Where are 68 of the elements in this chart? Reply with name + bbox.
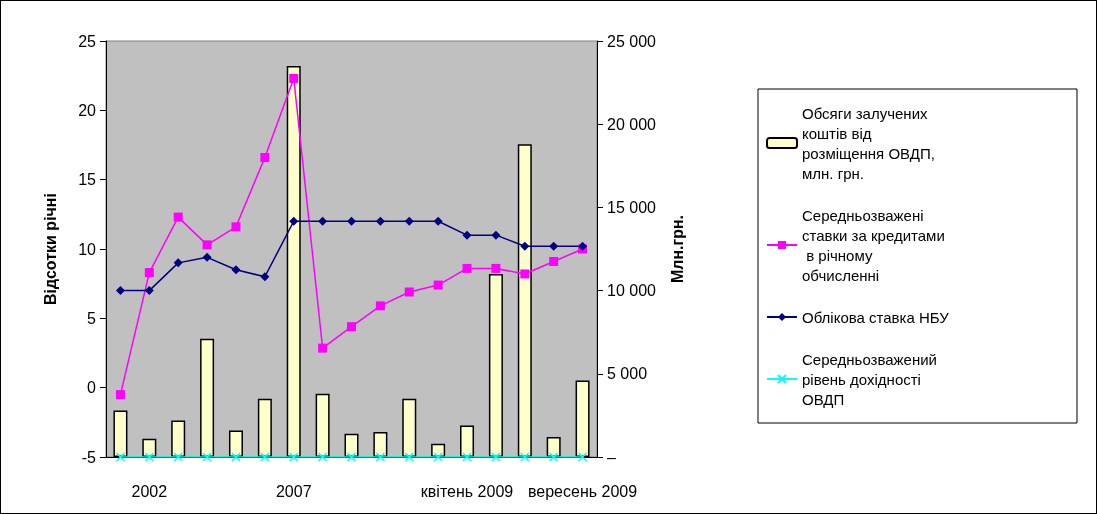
y-tick-label: 5 — [87, 309, 97, 327]
point — [491, 263, 501, 273]
y2-axis-title: Млн.грн. — [668, 214, 686, 284]
point — [202, 252, 212, 262]
point — [318, 216, 328, 226]
y2-tick-label: 5 000 — [607, 365, 648, 383]
legend-label: Середньозважені ставки за кредитами в річному обчисленні — [802, 206, 945, 284]
point — [318, 343, 328, 353]
y-tick-label: 0 — [87, 379, 97, 397]
point — [462, 263, 472, 273]
legend-label: Облікова ставка НБУ — [802, 308, 950, 326]
legend-label: Середньозважений рівень дохідності ОВДП — [802, 350, 942, 408]
point — [202, 240, 212, 250]
y-tick-label: 15 — [78, 171, 97, 189]
bar — [171, 420, 186, 457]
bar — [200, 338, 215, 457]
bar — [488, 273, 503, 457]
x-tick-label: вересень 2009 — [528, 482, 638, 500]
y2-tick-label: 25 000 — [607, 32, 657, 50]
point — [491, 230, 501, 240]
bar — [315, 393, 330, 457]
point — [375, 216, 385, 226]
point — [433, 280, 443, 290]
bar — [517, 144, 532, 457]
point — [289, 216, 299, 226]
y2-tick-label: 20 000 — [607, 115, 657, 133]
x-tick-label: квітень 2009 — [420, 482, 514, 500]
y-tick-label: 10 — [78, 240, 97, 258]
point — [115, 390, 125, 400]
point — [231, 265, 241, 275]
y-axis-title: Відсотки річні — [41, 193, 59, 305]
bar — [344, 433, 359, 457]
y-tick-label: 25 — [78, 32, 97, 50]
point — [231, 222, 241, 232]
point — [549, 256, 559, 266]
point — [404, 216, 414, 226]
y-tick-label: -5 — [81, 448, 97, 466]
bar — [228, 430, 243, 457]
point — [404, 287, 414, 297]
point — [260, 152, 270, 162]
y2-tick-label: 10 000 — [607, 282, 657, 300]
point — [375, 301, 385, 311]
point — [520, 241, 530, 251]
y-tick-label: 20 — [78, 101, 97, 119]
point — [173, 212, 183, 222]
bar — [286, 65, 301, 457]
bar — [402, 398, 417, 457]
bar — [373, 432, 388, 457]
point — [115, 286, 125, 296]
point — [433, 216, 443, 226]
y2-tick-label: 15 000 — [607, 198, 657, 216]
x-tick-label: 2002 — [131, 482, 168, 500]
bar — [257, 398, 272, 457]
bar — [546, 437, 561, 457]
point — [347, 322, 356, 332]
y2-tick-label: – — [607, 448, 616, 466]
bar — [460, 425, 475, 457]
point — [144, 268, 154, 278]
point — [520, 269, 530, 279]
point — [462, 230, 472, 240]
point — [549, 241, 559, 251]
x-tick-label: 2007 — [275, 482, 312, 500]
point — [260, 272, 270, 282]
legend-label: Обсяги залучених коштів від розміщення ОВДП, млн. грн. — [802, 104, 940, 182]
point — [173, 258, 183, 268]
point — [347, 216, 356, 226]
point — [144, 286, 154, 296]
point — [289, 73, 299, 83]
